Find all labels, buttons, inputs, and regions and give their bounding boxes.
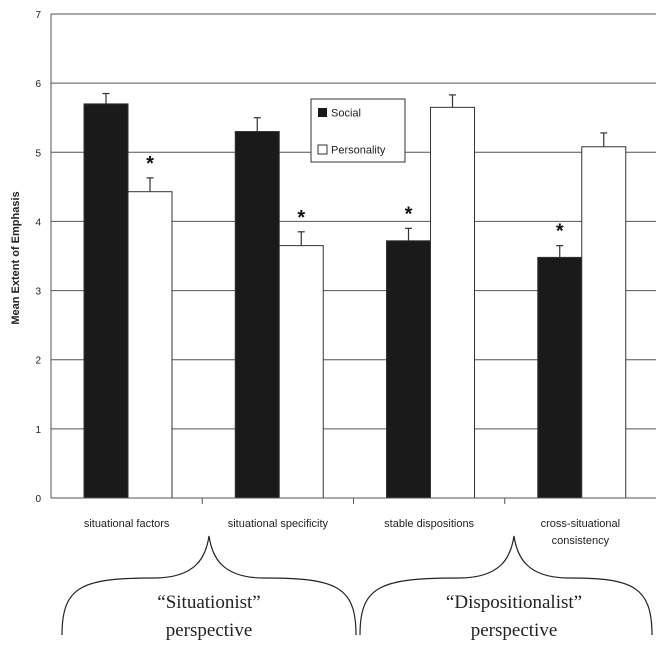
y-axis-label: Mean Extent of Emphasis bbox=[10, 191, 22, 324]
y-tick-label: 2 bbox=[35, 356, 41, 367]
x-tick-label: consistency bbox=[552, 535, 610, 547]
bar-social-2 bbox=[386, 240, 431, 499]
x-tick-label: situational specificity bbox=[228, 518, 329, 530]
y-axis-ticks: 0 1 2 3 4 5 6 7 bbox=[35, 10, 52, 505]
bar-personality-1 bbox=[278, 245, 324, 499]
perspective-label: perspective bbox=[471, 620, 558, 641]
legend: Social Personality bbox=[310, 98, 406, 163]
y-tick-label: 6 bbox=[35, 79, 41, 90]
x-tick-label: situational factors bbox=[84, 518, 170, 530]
bar-personality-0 bbox=[127, 191, 173, 499]
legend-label-social: Social bbox=[331, 108, 361, 120]
perspective-label: “Dispositionalist” bbox=[446, 592, 582, 613]
bar-social-0 bbox=[83, 103, 129, 499]
perspective-label: perspective bbox=[166, 620, 253, 641]
brace bbox=[359, 535, 653, 636]
significance-marker: * bbox=[297, 207, 305, 229]
perspective-labels: “Situationist” perspective “Dispositionali… bbox=[157, 592, 582, 641]
x-tick-label: stable dispositions bbox=[384, 518, 474, 530]
brace bbox=[61, 535, 357, 636]
y-tick-label: 5 bbox=[35, 148, 41, 159]
significance-marker: * bbox=[405, 203, 413, 225]
y-tick-label: 7 bbox=[35, 10, 41, 21]
significance-marker: * bbox=[556, 221, 564, 243]
y-tick-label: 0 bbox=[35, 494, 41, 505]
y-tick-label: 4 bbox=[35, 217, 41, 228]
perspective-label: “Situationist” bbox=[157, 592, 260, 613]
bar-personality-3 bbox=[581, 146, 627, 499]
legend-swatch-social bbox=[318, 108, 327, 117]
bars: * * * * bbox=[83, 92, 627, 499]
legend-swatch-personality bbox=[317, 144, 328, 155]
x-tick-label: cross-situational bbox=[541, 518, 620, 530]
bar-social-3 bbox=[537, 256, 583, 499]
perspective-braces bbox=[61, 535, 653, 636]
legend-label-personality: Personality bbox=[331, 145, 386, 157]
x-axis: situational factors situational specifici… bbox=[51, 497, 656, 547]
bar-personality-2 bbox=[430, 106, 475, 499]
y-tick-label: 3 bbox=[35, 287, 41, 298]
significance-marker: * bbox=[146, 153, 154, 175]
bar-social-1 bbox=[234, 131, 280, 499]
y-tick-label: 1 bbox=[35, 425, 41, 436]
